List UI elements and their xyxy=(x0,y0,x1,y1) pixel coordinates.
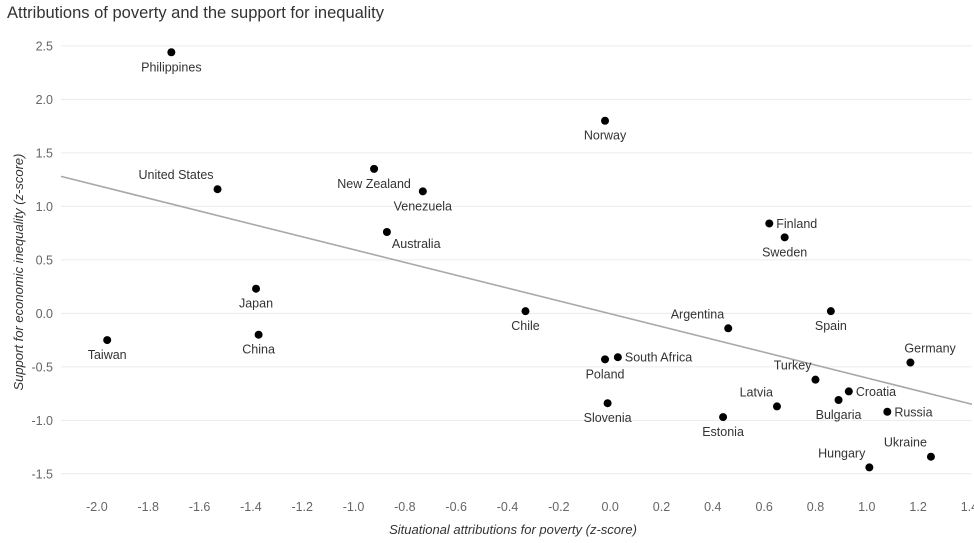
data-point[interactable] xyxy=(103,336,112,345)
y-axis-ticks: 2.5 2.0 1.5 1.0 0.5 0.0 -0.5 -1.0 -1.5 xyxy=(31,39,53,481)
point-label: Norway xyxy=(584,129,627,143)
x-tick-label: -1.6 xyxy=(189,500,211,514)
x-tick-label: 0.4 xyxy=(704,500,721,514)
x-tick-label: -1.0 xyxy=(343,500,365,514)
data-point[interactable] xyxy=(719,413,728,422)
x-tick-label: 0.0 xyxy=(601,500,618,514)
x-tick-label: 0.6 xyxy=(755,500,772,514)
point-label: Slovenia xyxy=(584,411,632,425)
y-tick-label: -0.5 xyxy=(31,360,53,374)
data-point[interactable] xyxy=(780,233,789,242)
data-point[interactable] xyxy=(382,228,391,237)
point-label: Poland xyxy=(586,367,625,381)
point-label: Japan xyxy=(239,297,273,311)
point-label: United States xyxy=(138,168,213,182)
trend-line-group xyxy=(60,175,973,406)
x-tick-label: -1.8 xyxy=(137,500,159,514)
data-point[interactable] xyxy=(418,187,427,196)
data-point[interactable] xyxy=(603,399,612,408)
x-tick-label: -0.6 xyxy=(445,500,467,514)
point-label: China xyxy=(242,343,275,357)
y-tick-label: 1.5 xyxy=(36,146,53,160)
data-point[interactable] xyxy=(772,402,781,411)
point-label: Finland xyxy=(776,217,817,231)
data-point[interactable] xyxy=(865,463,874,472)
y-tick-label: 1.0 xyxy=(36,200,53,214)
chart-title: Attributions of poverty and the support … xyxy=(7,4,384,22)
point-label: Turkey xyxy=(774,359,812,373)
x-tick-label: -1.4 xyxy=(240,500,262,514)
point-label: Croatia xyxy=(856,385,896,399)
trend-line xyxy=(60,175,973,406)
y-tick-label: 2.5 xyxy=(36,39,53,53)
point-label: Estonia xyxy=(702,425,744,439)
data-point[interactable] xyxy=(601,116,610,125)
data-point[interactable] xyxy=(826,307,835,316)
y-axis-title: Support for economic inequality (z-score… xyxy=(11,154,26,391)
x-tick-label: 0.2 xyxy=(653,500,670,514)
data-point[interactable] xyxy=(906,358,915,367)
x-tick-label: 1.4 xyxy=(961,500,974,514)
y-tick-label: 2.0 xyxy=(36,93,53,107)
point-label: Chile xyxy=(511,319,540,333)
x-tick-label: -0.2 xyxy=(548,500,570,514)
data-point[interactable] xyxy=(883,407,892,416)
x-tick-label: 0.8 xyxy=(807,500,824,514)
point-label: Sweden xyxy=(762,245,807,259)
data-point[interactable] xyxy=(926,452,935,461)
point-label: Argentina xyxy=(671,307,725,321)
y-tick-label: -1.5 xyxy=(31,467,53,481)
data-point[interactable] xyxy=(254,330,263,339)
point-label: Russia xyxy=(894,405,932,419)
point-label: South Africa xyxy=(625,351,692,365)
x-tick-label: -2.0 xyxy=(86,500,108,514)
data-point[interactable] xyxy=(521,307,530,316)
y-tick-label: 0.0 xyxy=(36,307,53,321)
point-label: Ukraine xyxy=(884,436,927,450)
x-tick-label: -1.2 xyxy=(291,500,313,514)
data-point[interactable] xyxy=(601,355,610,364)
x-tick-label: -0.4 xyxy=(497,500,519,514)
point-label: Taiwan xyxy=(88,348,127,362)
data-point[interactable] xyxy=(213,185,222,194)
data-point[interactable] xyxy=(811,375,820,384)
data-point[interactable] xyxy=(252,284,261,293)
point-label: Latvia xyxy=(740,385,773,399)
point-label: Venezuela xyxy=(394,199,452,213)
x-axis-ticks: -2.0 -1.8 -1.6 -1.4 -1.2 -1.0 -0.8 -0.6 -0.4 -0.2… xyxy=(86,500,974,514)
y-tick-label: -1.0 xyxy=(31,414,53,428)
x-tick-label: 1.0 xyxy=(858,500,875,514)
x-axis-title: Situational attributions for poverty (z-… xyxy=(389,522,637,537)
point-labels: Philippines United States Taiwan Japan China… xyxy=(88,60,957,460)
point-label: Germany xyxy=(904,342,956,356)
data-point[interactable] xyxy=(834,395,843,404)
data-points xyxy=(103,48,935,472)
y-tick-label: 0.5 xyxy=(36,253,53,267)
point-label: Philippines xyxy=(141,60,201,74)
point-label: Bulgaria xyxy=(816,408,862,422)
point-label: Spain xyxy=(815,319,847,333)
data-point[interactable] xyxy=(844,387,853,396)
point-label: New Zealand xyxy=(337,177,411,191)
x-tick-label: -0.8 xyxy=(394,500,416,514)
data-point[interactable] xyxy=(613,353,622,362)
point-label: Australia xyxy=(392,237,441,251)
data-point[interactable] xyxy=(724,324,733,333)
data-point[interactable] xyxy=(765,219,774,228)
point-label: Hungary xyxy=(818,446,866,460)
data-point[interactable] xyxy=(370,164,379,173)
data-point[interactable] xyxy=(167,48,176,57)
x-tick-label: 1.2 xyxy=(909,500,926,514)
